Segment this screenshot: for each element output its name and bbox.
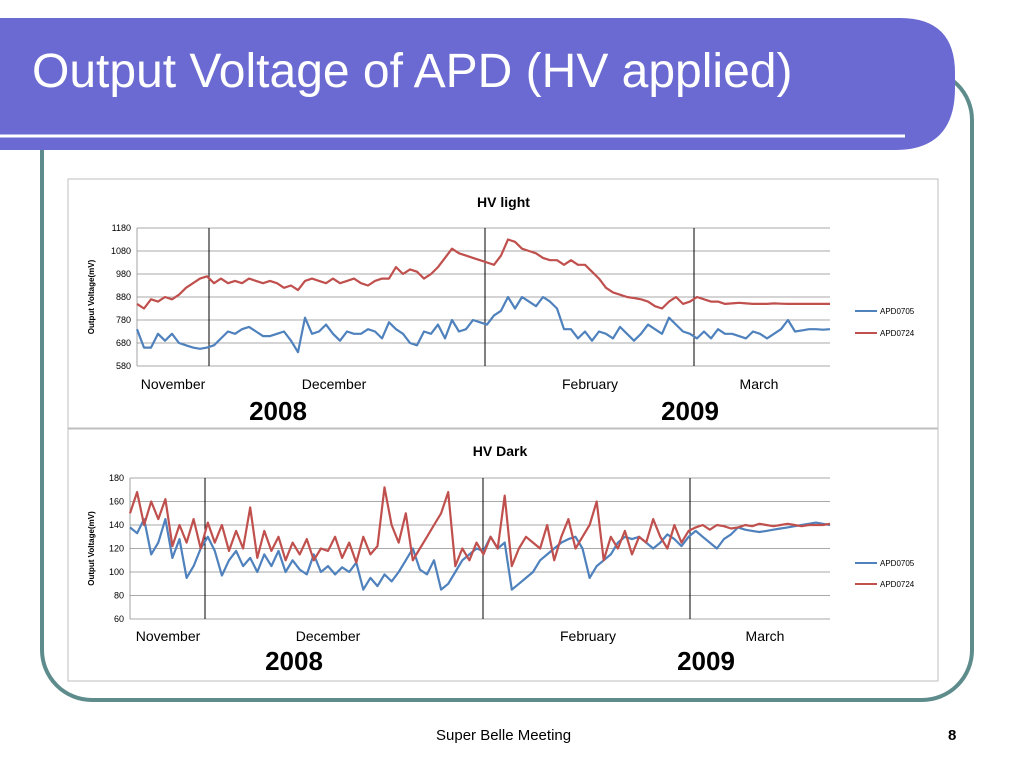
y-tick-label: 80 <box>114 591 124 601</box>
legend-label: APD0705 <box>880 307 915 316</box>
month-label: November <box>141 376 206 392</box>
y-tick-label: 140 <box>109 520 124 530</box>
y-tick-label: 160 <box>109 497 124 507</box>
legend-label: APD0724 <box>880 329 915 338</box>
y-tick-label: 120 <box>109 544 124 554</box>
y-tick-label: 100 <box>109 567 124 577</box>
month-label: March <box>740 376 779 392</box>
slide-title: Output Voltage of APD (HV applied) <box>32 45 793 98</box>
legend-label: APD0724 <box>880 580 915 589</box>
month-label: February <box>562 376 618 392</box>
chart-hv-light: HV light 580 680 780 880 980 1080 1180 Output Vo… <box>67 178 939 429</box>
series-line-apd0724 <box>128 486 831 568</box>
y-tick-label: 580 <box>116 361 131 371</box>
year-label: 2009 <box>661 396 719 426</box>
y-tick-label: 980 <box>116 269 131 279</box>
footer-text: Super Belle Meeting <box>436 727 572 744</box>
chart-title: HV light <box>477 194 530 210</box>
month-label: December <box>302 376 367 392</box>
y-tick-label: 1080 <box>111 246 131 256</box>
y-axis-label: Output Voltage(mV) <box>87 259 96 334</box>
month-label: February <box>560 628 616 644</box>
y-tick-label: 680 <box>116 338 131 348</box>
title-banner <box>0 18 955 150</box>
year-label: 2009 <box>677 646 735 676</box>
series-line-apd0724 <box>136 238 830 310</box>
page-number: 8 <box>948 727 957 744</box>
y-tick-label: 180 <box>109 473 124 483</box>
month-label: November <box>136 628 201 644</box>
year-label: 2008 <box>265 646 323 676</box>
chart-hv-dark: HV Dark 60 80 100 120 140 160 180 Output Voltage… <box>67 428 939 682</box>
y-tick-label: 780 <box>116 315 131 325</box>
y-tick-label: 880 <box>116 292 131 302</box>
year-label: 2008 <box>249 396 307 426</box>
chart-panel <box>67 428 939 682</box>
y-axis-label: Output Voltage(mV) <box>87 511 96 586</box>
chart-title: HV Dark <box>473 443 528 459</box>
month-label: December <box>296 628 361 644</box>
legend-label: APD0705 <box>880 559 915 568</box>
y-tick-label: 1180 <box>112 223 131 233</box>
month-label: March <box>746 628 785 644</box>
y-tick-label: 60 <box>114 614 124 624</box>
series-line-apd0705 <box>135 295 831 354</box>
